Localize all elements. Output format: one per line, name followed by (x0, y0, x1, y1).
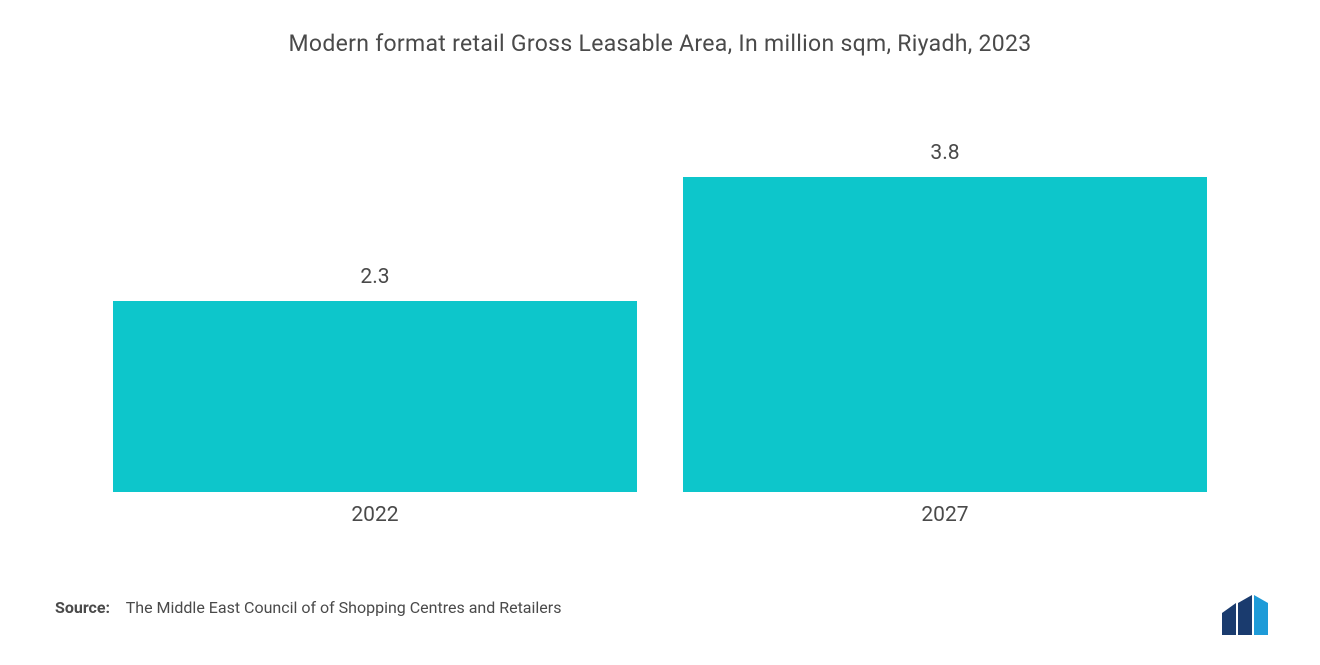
bar-group-1: 3.8 (683, 141, 1207, 492)
bar-0 (113, 301, 637, 492)
x-label-0: 2022 (113, 503, 637, 527)
bar-group-0: 2.3 (113, 265, 637, 492)
brand-logo (1222, 595, 1280, 635)
x-label-1: 2027 (683, 503, 1207, 527)
bars-row: 2.3 3.8 (50, 67, 1270, 492)
chart-title: Modern format retail Gross Leasable Area… (50, 30, 1270, 57)
plot-area: 2.3 3.8 2022 2027 (50, 67, 1270, 527)
x-axis-labels: 2022 2027 (50, 503, 1270, 527)
source-line: Source: The Middle East Council of of Sh… (55, 598, 561, 617)
bar-value-label-1: 3.8 (930, 141, 959, 165)
bar-1 (683, 177, 1207, 492)
chart-container: Modern format retail Gross Leasable Area… (0, 0, 1320, 665)
source-label: Source: (55, 598, 110, 617)
bar-value-label-0: 2.3 (360, 265, 389, 289)
logo-icon (1222, 595, 1280, 635)
source-text: The Middle East Council of of Shopping C… (126, 598, 562, 617)
